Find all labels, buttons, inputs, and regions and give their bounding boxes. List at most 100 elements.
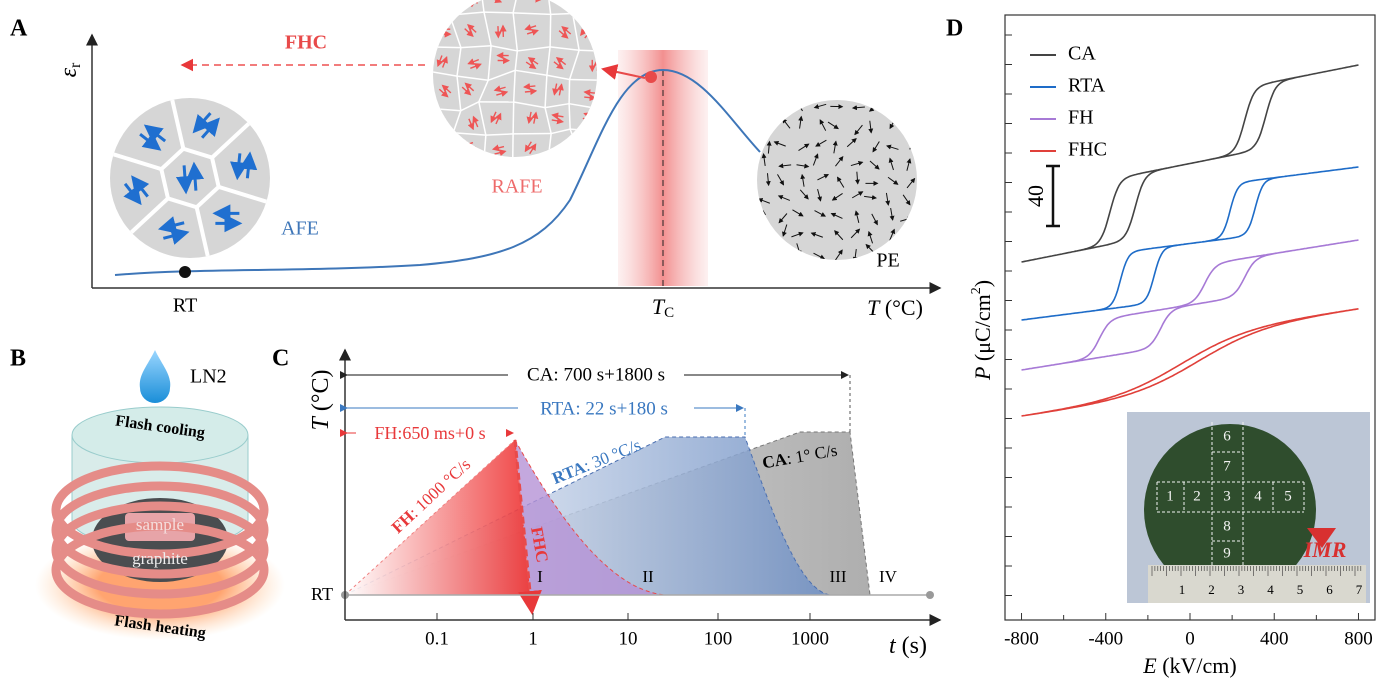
legend-label: RTA xyxy=(1068,75,1106,97)
grain-boundary xyxy=(423,108,428,129)
coil xyxy=(51,461,269,619)
grain-boundary xyxy=(478,101,487,136)
dipole xyxy=(757,247,770,253)
x-label: RT xyxy=(173,295,197,317)
unit: (kV/cm) xyxy=(1162,653,1237,678)
dipole xyxy=(850,160,864,167)
grain-boundary xyxy=(194,206,212,258)
dipole xyxy=(584,94,597,102)
grain-boundary xyxy=(514,50,519,71)
dipole xyxy=(827,121,839,130)
ruler-number: 7 xyxy=(1356,582,1363,597)
scale-bar xyxy=(1046,164,1060,228)
dipole xyxy=(531,111,539,124)
dipole xyxy=(799,189,809,200)
grain-boundary xyxy=(512,70,516,103)
dipole xyxy=(490,0,503,4)
dipole xyxy=(493,85,506,93)
grain-boundary xyxy=(600,16,604,51)
dipole xyxy=(800,173,806,187)
dipole xyxy=(757,105,768,114)
name: CA xyxy=(761,449,789,472)
dipole xyxy=(524,24,537,31)
dipole xyxy=(909,137,916,150)
legend-label: CA xyxy=(1068,43,1096,65)
unit: (°C) xyxy=(885,295,923,320)
logo-mark xyxy=(1307,528,1336,548)
grain-boundary xyxy=(544,102,570,109)
dipole xyxy=(765,173,771,187)
sample-number: 8 xyxy=(1223,518,1231,534)
dipole xyxy=(435,117,445,127)
grain-boundary xyxy=(479,0,485,13)
dipole xyxy=(906,158,912,171)
panel-d: D -800 -400 0 400 800 CA RTA FH FHC 40 P (μC/cm… xyxy=(946,14,1376,678)
dipole xyxy=(810,232,823,238)
dipole xyxy=(854,210,860,224)
dipole xyxy=(757,123,766,134)
dipole xyxy=(584,0,593,4)
symbol: t xyxy=(889,633,897,659)
dipole xyxy=(814,210,826,217)
tc-point xyxy=(645,71,657,83)
dipole xyxy=(782,224,788,237)
ln2-drop xyxy=(139,350,171,403)
dipole xyxy=(906,252,917,258)
grain-boundary xyxy=(483,11,492,46)
fh-profile xyxy=(343,438,531,596)
label-bg xyxy=(518,398,694,420)
dipole xyxy=(869,160,880,170)
dipole xyxy=(819,119,827,131)
panel-c: C 0.1 1 10 100 1000 T (°C) t (s) RT CA: 700 … xyxy=(272,346,942,659)
dipole xyxy=(778,163,792,169)
grain-boundary xyxy=(513,12,551,16)
panel-b: B LN2 Flash cooling sample graphite Flas… xyxy=(10,346,285,642)
dipole xyxy=(563,144,574,154)
dipole xyxy=(464,28,474,38)
legend: CA RTA FH FHC xyxy=(1030,43,1107,161)
grain-boundary xyxy=(549,14,552,47)
dipole xyxy=(175,165,194,195)
dipole xyxy=(773,140,786,147)
grain-boundary xyxy=(460,45,492,49)
dipole xyxy=(131,175,150,198)
grain-boundary xyxy=(546,46,551,76)
x-label: TC xyxy=(652,294,674,321)
permittivity-curve xyxy=(114,68,761,276)
grain-boundary xyxy=(512,12,519,52)
dipole xyxy=(889,228,896,241)
dipole xyxy=(556,83,564,96)
duration-label: FH:650 ms+0 s xyxy=(374,423,485,443)
dipole xyxy=(438,88,449,98)
panel-label: D xyxy=(946,16,963,42)
panel-label: A xyxy=(10,16,28,42)
panel-a: A εr FHC AFE RAFE PE RT TC T (°C) xyxy=(10,0,942,321)
panel-label: B xyxy=(10,346,26,372)
subscript: r xyxy=(67,62,84,68)
dipole xyxy=(906,177,916,189)
duration-label: RTA: 22 s+180 s xyxy=(540,398,668,419)
ruler-number: 1 xyxy=(1179,582,1186,597)
dipole xyxy=(588,0,597,6)
dipole xyxy=(583,89,596,97)
dipole xyxy=(815,139,827,147)
grain-boundary xyxy=(569,78,597,82)
ticks: -800 -400 0 400 800 xyxy=(1004,34,1373,649)
dipole xyxy=(553,61,564,70)
dipole xyxy=(524,87,538,95)
dipole xyxy=(871,213,878,226)
dipole xyxy=(441,55,448,68)
dipole xyxy=(576,139,590,147)
dipole xyxy=(850,228,861,239)
grain-boundary xyxy=(512,0,522,13)
label-bg xyxy=(508,364,684,386)
dipole xyxy=(527,57,539,65)
grain-boundary xyxy=(428,47,430,71)
grain-boundary xyxy=(428,163,460,165)
dipole xyxy=(200,117,220,139)
phase-label: AFE xyxy=(281,218,319,240)
grain-boundary xyxy=(423,71,429,108)
grain-boundary xyxy=(168,98,186,150)
grain-boundary xyxy=(550,12,573,16)
dipole xyxy=(886,144,899,150)
